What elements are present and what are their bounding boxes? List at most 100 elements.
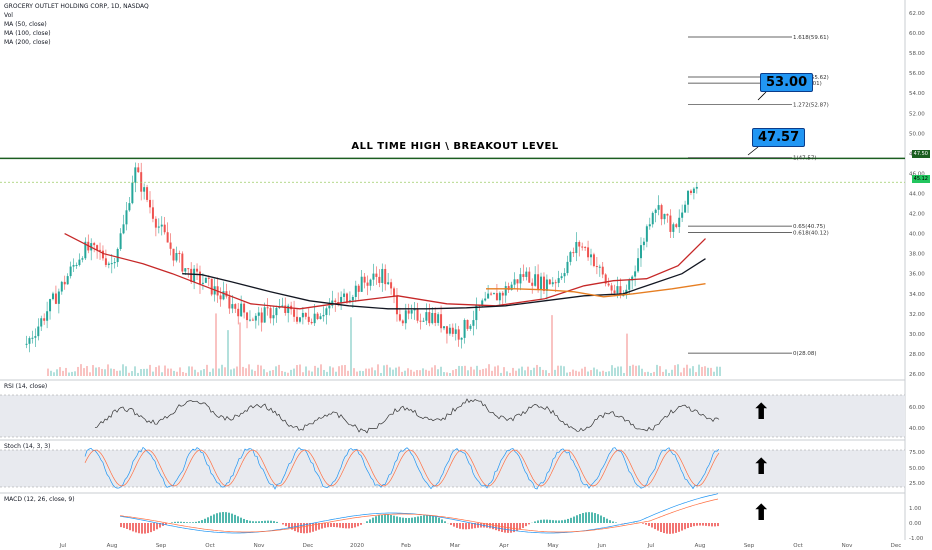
candle-body [248, 319, 251, 321]
volume-bar [545, 370, 547, 376]
macd-histogram-bar [375, 516, 377, 523]
macd-histogram-bar [543, 519, 545, 523]
candle-body [204, 277, 207, 283]
macd-histogram-bar [174, 521, 176, 523]
volume-bar [305, 366, 307, 376]
candle-body [631, 276, 634, 281]
fib-level-label: 1.272(52.87) [793, 103, 829, 109]
candle-body [504, 286, 507, 296]
macd-histogram-bar [252, 521, 254, 523]
candle-body [410, 310, 413, 314]
stoch-label: Stoch (14, 3, 3) [4, 443, 51, 450]
candle-body [416, 309, 419, 321]
volume-bar [485, 368, 487, 376]
volume-bar [413, 371, 415, 376]
volume-bar [575, 370, 577, 376]
candle-body [319, 316, 322, 319]
volume-bar [287, 372, 289, 376]
candle-body [378, 276, 381, 283]
candle-body [37, 326, 40, 337]
volume-bar [143, 368, 145, 376]
candle-body [304, 312, 307, 317]
macd-histogram-bar [426, 515, 428, 523]
macd-histogram-bar [477, 523, 479, 528]
volume-bar [203, 369, 205, 376]
volume-bar [464, 365, 466, 376]
volume-bar [449, 372, 451, 376]
volume-bar [500, 372, 502, 376]
candle-body [54, 293, 57, 304]
candle-body [354, 285, 357, 297]
macd-histogram-bar [594, 513, 596, 523]
candle-body [172, 248, 175, 261]
price-tick-label: 34.00 [909, 292, 925, 298]
candle-body [384, 268, 387, 285]
volume-bar [239, 322, 241, 376]
candle-body [648, 224, 651, 227]
volume-bar [278, 364, 280, 376]
volume-bar [65, 367, 67, 376]
volume-bar [263, 369, 265, 376]
volume-bar [452, 370, 454, 376]
volume-bar [593, 367, 595, 376]
macd-histogram-bar [213, 514, 215, 523]
macd-histogram-bar [672, 523, 674, 534]
candle-body [231, 304, 234, 309]
macd-histogram-bar [384, 514, 386, 523]
volume-bar [341, 365, 343, 376]
macd-histogram-bar [123, 523, 125, 528]
volume-bar [308, 370, 310, 376]
macd-histogram-bar [711, 523, 713, 527]
macd-histogram-bar [255, 521, 257, 523]
volume-bar [371, 367, 373, 376]
macd-histogram-bar [132, 523, 134, 532]
volume-bar [113, 368, 115, 376]
macd-histogram-bar [525, 523, 527, 527]
volume-bar [320, 364, 322, 376]
volume-bar [632, 364, 634, 376]
volume-bar [266, 372, 268, 376]
candle-body [96, 245, 99, 250]
macd-histogram-bar [588, 512, 590, 523]
macd-histogram-bar [591, 512, 593, 523]
time-tick-label: Apr [499, 543, 509, 549]
macd-histogram-bar [312, 523, 314, 532]
macd-histogram-bar [330, 523, 332, 527]
macd-histogram-bar [561, 520, 563, 523]
volume-bar [362, 371, 364, 376]
volume-bar [350, 317, 352, 376]
volume-bar [653, 371, 655, 376]
candle-body [422, 320, 425, 322]
volume-bar [290, 369, 292, 376]
macd-histogram-bar [156, 523, 158, 530]
macd-histogram-bar [300, 523, 302, 534]
candle-body [193, 268, 196, 282]
volume-bar [695, 372, 697, 376]
macd-histogram-bar [195, 521, 197, 523]
candle-body [587, 247, 590, 258]
volume-bar [83, 368, 85, 376]
candle-body [275, 308, 278, 316]
candle-body [93, 243, 96, 246]
callout-47-57: 47.57 [752, 128, 806, 147]
volume-bar [671, 369, 673, 376]
macd-histogram-bar [231, 513, 233, 523]
candle-body [595, 266, 598, 268]
candle-body [293, 309, 296, 317]
volume-bar [629, 365, 631, 376]
candle-body [481, 300, 484, 307]
volume-bar [494, 366, 496, 376]
volume-bar [110, 368, 112, 376]
macd-histogram-bar [420, 515, 422, 523]
rsi-label: RSI (14, close) [4, 383, 48, 390]
volume-bar [212, 368, 214, 376]
volume-bar [260, 365, 262, 376]
volume-bar [257, 364, 259, 376]
volume-bar [233, 368, 235, 376]
macd-histogram-bar [225, 512, 227, 523]
candle-body [669, 215, 672, 232]
candle-body [387, 282, 390, 285]
volume-bar [665, 369, 667, 376]
volume-bar [596, 369, 598, 376]
